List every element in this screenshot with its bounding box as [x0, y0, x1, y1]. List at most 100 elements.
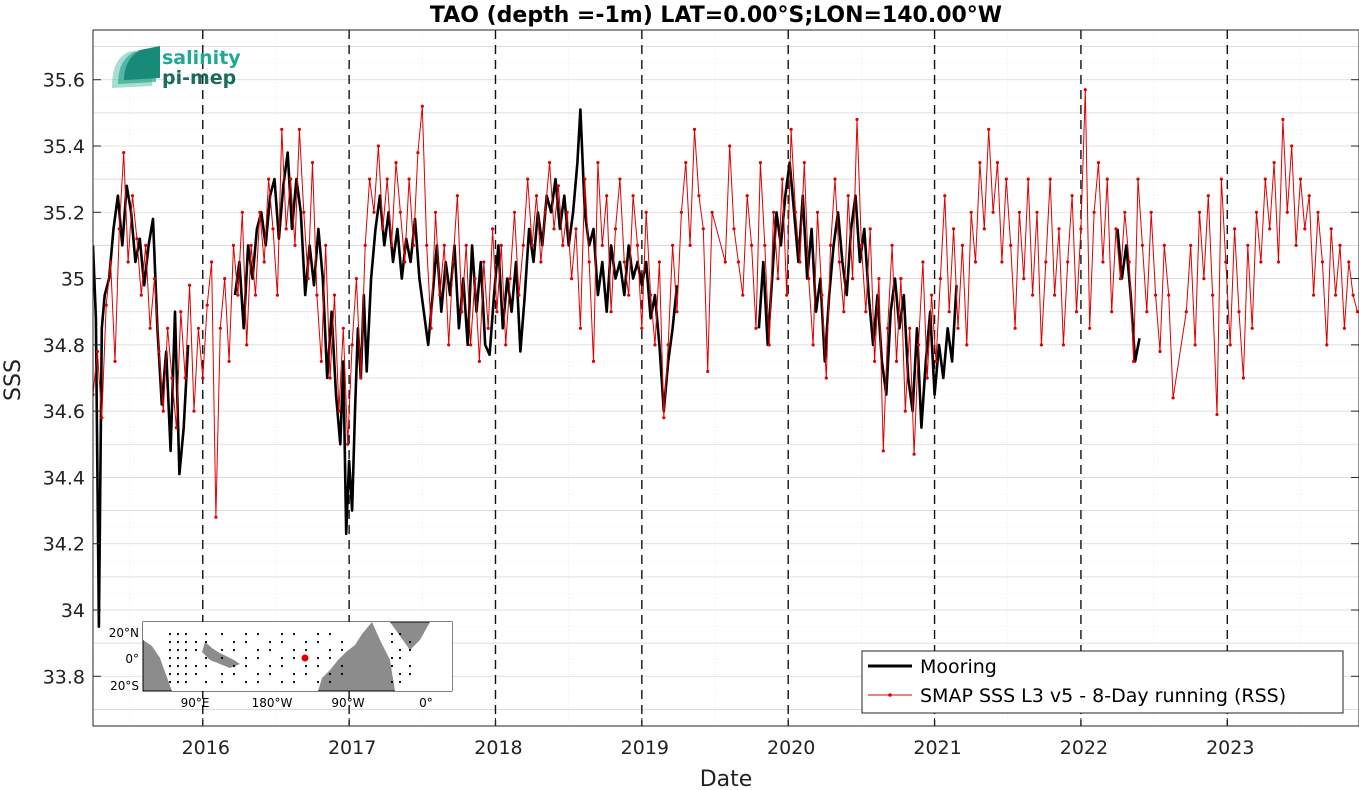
smap-point	[438, 293, 442, 297]
smap-point	[350, 343, 354, 347]
smap-point	[635, 243, 640, 247]
inset-buoy-dot	[176, 664, 180, 668]
smap-point	[346, 442, 350, 446]
inset-buoy-dot	[292, 648, 296, 652]
smap-point	[1246, 243, 1250, 247]
smap-point	[657, 260, 662, 264]
smap-point	[1101, 260, 1105, 264]
smap-point	[688, 243, 692, 247]
smap-point	[1290, 144, 1294, 148]
smap-point	[565, 210, 569, 214]
smap-point	[267, 177, 271, 181]
smap-point	[144, 243, 148, 247]
smap-point	[1347, 260, 1351, 264]
inset-buoy-dot	[194, 648, 198, 652]
smap-point	[1355, 310, 1359, 314]
y-tick-label: 34.6	[43, 401, 85, 423]
smap-point	[591, 359, 596, 363]
smap-point	[512, 210, 517, 214]
smap-point	[319, 359, 323, 363]
inset-buoy-dot	[244, 656, 248, 660]
smap-point	[372, 210, 376, 214]
smap-point	[1048, 177, 1052, 181]
legend-entry-smap: SMAP SSS L3 v5 - 8-Day running (RSS)	[920, 685, 1286, 707]
smap-point	[706, 369, 710, 373]
smap-point	[631, 194, 635, 198]
smap-point	[1254, 210, 1259, 214]
smap-point	[973, 260, 978, 264]
smap-point	[723, 260, 727, 264]
y-tick-label: 34.4	[43, 467, 85, 489]
smap-point	[1237, 310, 1241, 314]
inset-buoy-dot	[340, 648, 344, 652]
smap-point	[947, 310, 951, 314]
inset-buoy-dot	[304, 664, 308, 668]
smap-point	[1312, 293, 1316, 297]
x-tick-label: 2020	[767, 737, 815, 759]
smap-point	[1079, 227, 1083, 231]
smap-point	[1083, 88, 1087, 92]
inset-buoy-dot	[340, 640, 344, 644]
smap-point	[148, 326, 152, 330]
smap-point	[113, 359, 117, 363]
smap-point	[122, 151, 126, 155]
smap-point	[1149, 210, 1153, 214]
smap-point	[671, 243, 675, 247]
logo-line-2: pi-mep	[162, 67, 236, 89]
inset-buoy-dot	[328, 680, 332, 684]
smap-point	[1329, 227, 1333, 231]
smap-point	[1316, 210, 1320, 214]
mooring-line-segment-1	[233, 108, 679, 536]
smap-point	[1114, 227, 1118, 231]
smap-point	[539, 260, 543, 264]
smap-point	[960, 243, 965, 247]
smap-point	[161, 409, 165, 413]
smap-point	[1127, 260, 1131, 264]
inset-lon-label-180w: 180°W	[252, 696, 293, 710]
smap-point	[1307, 194, 1311, 198]
smap-point	[600, 243, 604, 247]
inset-buoy-dot	[176, 656, 180, 660]
inset-buoy-dot	[390, 664, 394, 668]
smap-point	[886, 326, 890, 330]
inset-buoy-dot	[244, 680, 248, 684]
inset-buoy-dot	[184, 648, 188, 652]
inset-buoy-dot	[280, 656, 284, 660]
legend: Mooring SMAP SSS L3 v5 - 8-Day running (…	[861, 650, 1344, 714]
smap-point	[1110, 310, 1114, 314]
smap-point	[1031, 293, 1035, 297]
inset-buoy-dot	[340, 672, 344, 676]
inset-buoy-dot	[292, 656, 296, 660]
smap-point	[139, 293, 143, 297]
smap-point	[368, 177, 372, 181]
smap-point	[618, 177, 622, 181]
smap-point	[1088, 326, 1092, 330]
smap-point	[1105, 177, 1109, 181]
smap-point	[899, 277, 903, 281]
smap-point	[938, 277, 943, 281]
smap-point	[728, 144, 732, 148]
smap-point	[679, 210, 684, 214]
smap-point	[855, 117, 859, 122]
smap-point	[912, 452, 916, 456]
smap-point	[297, 127, 301, 131]
inset-buoy-dot	[194, 664, 198, 668]
smap-point	[310, 161, 315, 165]
smap-point	[1276, 260, 1281, 264]
smap-point	[780, 177, 784, 181]
smap-point	[491, 227, 495, 231]
smap-point	[916, 343, 921, 347]
smap-point	[710, 210, 714, 214]
smap-point	[605, 194, 609, 198]
inset-buoy-dot	[176, 648, 180, 652]
inset-buoy-dot	[256, 672, 260, 676]
smap-point	[894, 359, 899, 363]
inset-buoy-dot	[204, 680, 208, 684]
plot-frame	[92, 29, 1359, 727]
smap-point	[130, 194, 135, 198]
inset-buoy-dot	[204, 664, 208, 668]
inset-buoy-dot	[204, 640, 208, 644]
inset-buoy-dot	[220, 672, 224, 676]
inset-buoy-dot	[204, 632, 208, 636]
smap-point	[363, 243, 367, 247]
